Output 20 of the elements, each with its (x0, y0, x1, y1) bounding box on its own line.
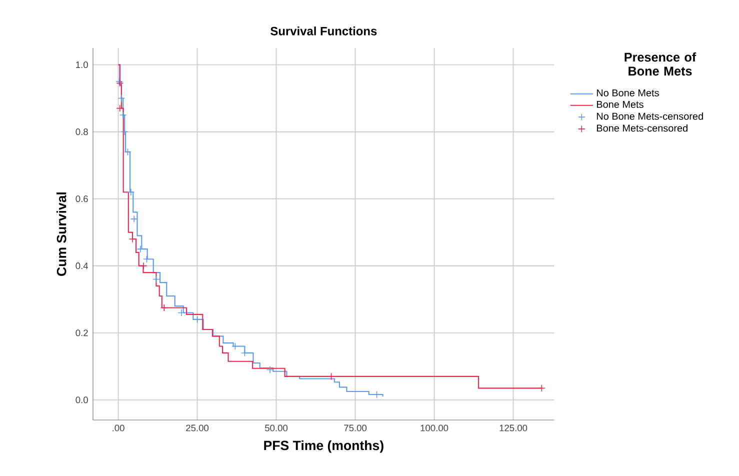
x-tick-label: 125.00 (500, 424, 528, 432)
y-tick-label: 0.0 (76, 396, 88, 404)
x-axis-title: PFS Time (months) (264, 440, 384, 453)
x-tick-label: 100.00 (420, 424, 448, 432)
x-tick-label: 25.00 (186, 424, 209, 432)
legend-label: Bone Mets (596, 100, 644, 108)
y-tick-label: 1.0 (76, 61, 88, 68)
x-tick-label: .00 (112, 424, 124, 432)
y-tick-label: 0.4 (76, 262, 88, 270)
y-axis-title: Cum Survival (56, 192, 66, 276)
legend-title: Presence of Bone Mets (624, 52, 696, 76)
y-tick-label: 0.6 (76, 196, 88, 202)
legend-label: No Bone Mets (596, 89, 659, 96)
y-tick-label: 0.2 (76, 330, 88, 336)
x-tick-label: 75.00 (344, 424, 367, 432)
chart-title: Survival Functions (270, 26, 377, 36)
y-tick-label: 0.8 (76, 128, 88, 136)
legend-label: Bone Mets-censored (596, 124, 688, 132)
legend-label: No Bone Mets-censored (596, 112, 703, 120)
x-tick-label: 50.00 (265, 424, 288, 432)
